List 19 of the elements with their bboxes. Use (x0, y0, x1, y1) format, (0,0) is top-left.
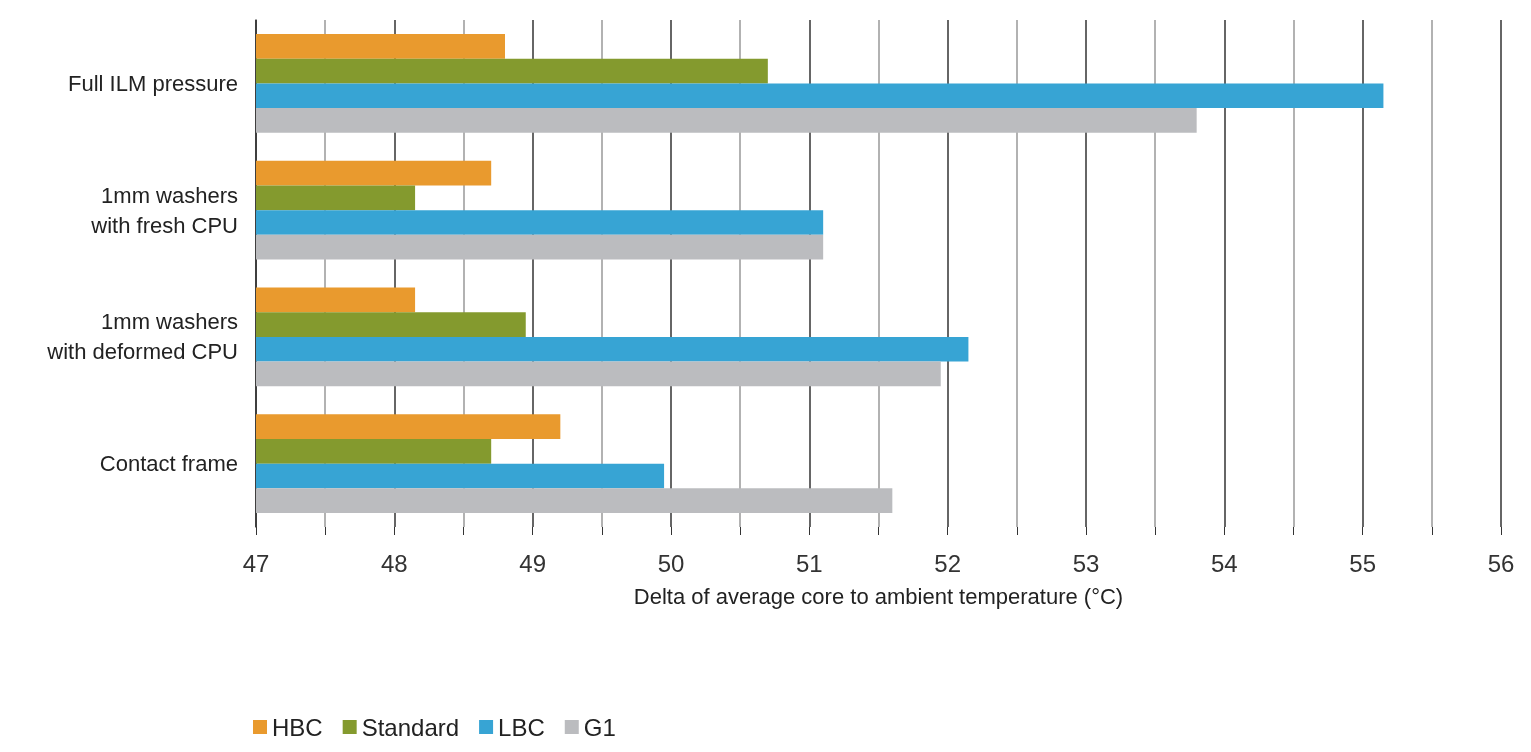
x-tick-label: 56 (1487, 549, 1515, 577)
y-tick-label: Contact frame (99, 451, 238, 477)
legend-label: Standard (361, 713, 460, 741)
x-tick-label: 55 (1349, 549, 1377, 577)
x-tick-label: 54 (1210, 549, 1238, 577)
y-tick-label: Full ILM pressure (68, 70, 238, 96)
x-tick-label: 48 (380, 549, 408, 577)
x-tick-label: 50 (657, 549, 685, 577)
legend-label: HBC (272, 713, 323, 741)
x-tick-label: 52 (934, 549, 962, 577)
x-tick-label: 47 (242, 549, 270, 577)
legend-label: G1 (583, 713, 616, 741)
x-axis-title: Delta of average core to ambient temperature (°C) (633, 583, 1124, 609)
y-tick-label: 1mm washers with fresh CPU (90, 182, 238, 238)
x-tick-label: 49 (519, 549, 547, 577)
legend-label: LBC (498, 713, 545, 741)
x-tick-label: 51 (795, 549, 823, 577)
y-tick-label: 1mm washers with deformed CPU (46, 309, 238, 365)
x-tick-label: 53 (1072, 549, 1100, 577)
